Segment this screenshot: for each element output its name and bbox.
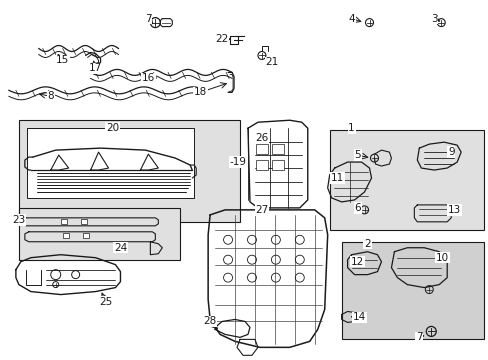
Bar bbox=[329, 130, 483, 230]
Text: 3: 3 bbox=[430, 14, 437, 24]
Text: 9: 9 bbox=[447, 147, 453, 157]
Text: 17: 17 bbox=[89, 63, 102, 73]
Text: 23: 23 bbox=[12, 215, 25, 225]
Bar bbox=[82, 233, 88, 238]
Bar bbox=[27, 128, 194, 198]
Text: 11: 11 bbox=[330, 173, 344, 183]
Text: 1: 1 bbox=[347, 123, 354, 133]
Text: 22: 22 bbox=[215, 33, 228, 44]
Text: 27: 27 bbox=[255, 205, 268, 215]
Bar bbox=[61, 219, 66, 224]
Bar bbox=[81, 219, 86, 224]
Text: 18: 18 bbox=[193, 87, 206, 97]
Bar bbox=[255, 144, 267, 154]
Text: 26: 26 bbox=[255, 133, 268, 143]
Text: 28: 28 bbox=[203, 316, 216, 327]
Text: 7: 7 bbox=[415, 332, 422, 342]
Text: 21: 21 bbox=[264, 58, 278, 67]
Text: 14: 14 bbox=[352, 312, 366, 323]
Text: 6: 6 bbox=[353, 203, 360, 213]
Text: 12: 12 bbox=[350, 257, 364, 267]
Text: 16: 16 bbox=[142, 73, 155, 84]
Text: 24: 24 bbox=[114, 243, 127, 253]
Text: 8: 8 bbox=[47, 91, 54, 101]
Text: 25: 25 bbox=[99, 297, 112, 306]
Text: 10: 10 bbox=[435, 253, 448, 263]
Text: 2: 2 bbox=[364, 239, 370, 249]
Text: 5: 5 bbox=[353, 150, 360, 160]
Bar bbox=[271, 144, 283, 154]
Text: 20: 20 bbox=[106, 123, 119, 133]
Bar bbox=[255, 160, 267, 170]
Text: 7: 7 bbox=[145, 14, 151, 24]
Text: -19: -19 bbox=[229, 157, 246, 167]
Bar bbox=[19, 120, 240, 222]
Bar bbox=[19, 208, 180, 260]
Text: 4: 4 bbox=[347, 14, 354, 24]
Bar bbox=[62, 233, 68, 238]
Text: 13: 13 bbox=[447, 205, 460, 215]
Text: 15: 15 bbox=[56, 55, 69, 66]
Bar bbox=[341, 242, 483, 339]
Bar bbox=[271, 160, 283, 170]
